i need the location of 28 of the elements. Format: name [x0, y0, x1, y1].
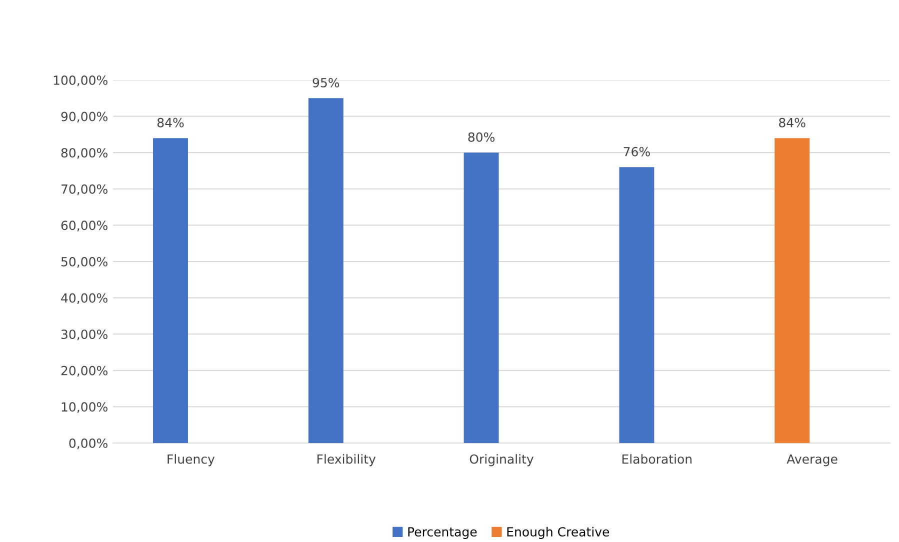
y-tick-label: 80,00% [61, 148, 108, 159]
x-tick-label: Flexibility [317, 454, 376, 466]
y-tick-label: 70,00% [62, 184, 108, 196]
x-tick-label: Elaboration [622, 454, 692, 464]
y-tick-label: 90,00% [61, 112, 108, 122]
x-tick-label: Average [786, 454, 838, 466]
bar [153, 138, 188, 443]
bar [308, 98, 344, 443]
y-tick-label: 50,00% [61, 256, 108, 268]
y-tick-label: 30,00% [61, 330, 108, 340]
legend-label: Enough Creative [507, 526, 610, 539]
bar [464, 152, 499, 443]
data-label: 95% [312, 78, 340, 88]
data-label: 84% [779, 118, 806, 128]
y-tick-label: 40,00% [61, 293, 108, 304]
x-tick-label: Originality [470, 454, 534, 466]
y-tick-label: 100,00% [54, 75, 108, 86]
data-label: 84% [157, 118, 184, 128]
x-tick-label: Fluency [168, 454, 215, 466]
y-tick-label: 20,00% [61, 366, 108, 377]
legend-label: Percentage [408, 527, 477, 539]
y-tick-label: 0,00% [69, 438, 108, 450]
data-label: 80% [468, 132, 494, 142]
bar [619, 167, 654, 443]
bar [774, 138, 810, 443]
y-tick-label: 60,00% [61, 220, 108, 232]
data-label: 76% [624, 146, 650, 156]
y-tick-label: 10,00% [62, 402, 108, 413]
